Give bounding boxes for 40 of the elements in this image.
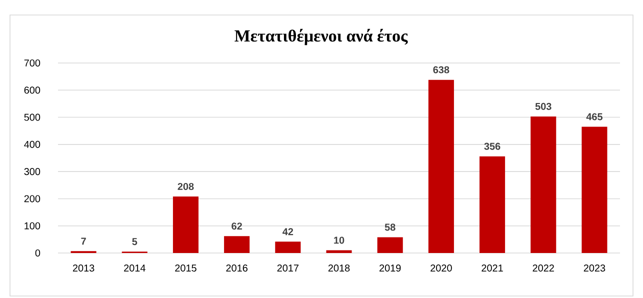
bar (224, 236, 250, 253)
y-tick-label: 100 (24, 222, 40, 230)
data-label: 10 (334, 236, 344, 244)
x-tick-label: 2018 (328, 264, 350, 272)
y-tick-label: 500 (24, 114, 40, 121)
x-tick-label: 2014 (124, 264, 146, 272)
bar (326, 250, 352, 253)
data-label: 356 (484, 142, 500, 150)
bar (275, 242, 301, 253)
y-tick-label: 600 (24, 86, 40, 94)
x-tick-label: 2013 (72, 264, 94, 272)
x-tick-label: 2016 (226, 264, 248, 272)
data-label: 503 (535, 102, 552, 110)
data-label: 465 (586, 113, 602, 120)
bar (582, 126, 608, 253)
bar (172, 196, 199, 253)
chart-title: Μετατιθέμενοι ανά έτος (234, 28, 408, 46)
x-tick-label: 2022 (532, 264, 554, 272)
x-tick-label: 2023 (584, 264, 606, 272)
bar (428, 80, 454, 253)
data-label: 208 (178, 182, 194, 190)
x-tick-label: 2021 (482, 264, 503, 272)
x-tick-label: 2019 (380, 264, 401, 272)
y-tick-label: 300 (24, 168, 40, 176)
data-label: 58 (384, 224, 396, 231)
x-tick-label: 2017 (277, 264, 298, 272)
data-label: 42 (282, 228, 294, 236)
bar (530, 116, 556, 253)
y-tick-label: 200 (24, 195, 40, 202)
data-label: 62 (232, 222, 242, 230)
bar (377, 237, 403, 253)
data-label: 7 (81, 238, 86, 245)
y-tick-label: 400 (24, 140, 40, 148)
y-tick-label: 700 (24, 59, 40, 67)
x-tick-label: 2015 (175, 264, 196, 272)
data-label: 5 (132, 238, 138, 246)
bar (480, 156, 506, 253)
x-tick-label: 2020 (430, 264, 452, 272)
data-label: 638 (433, 66, 450, 74)
y-tick-label: 0 (35, 249, 40, 257)
